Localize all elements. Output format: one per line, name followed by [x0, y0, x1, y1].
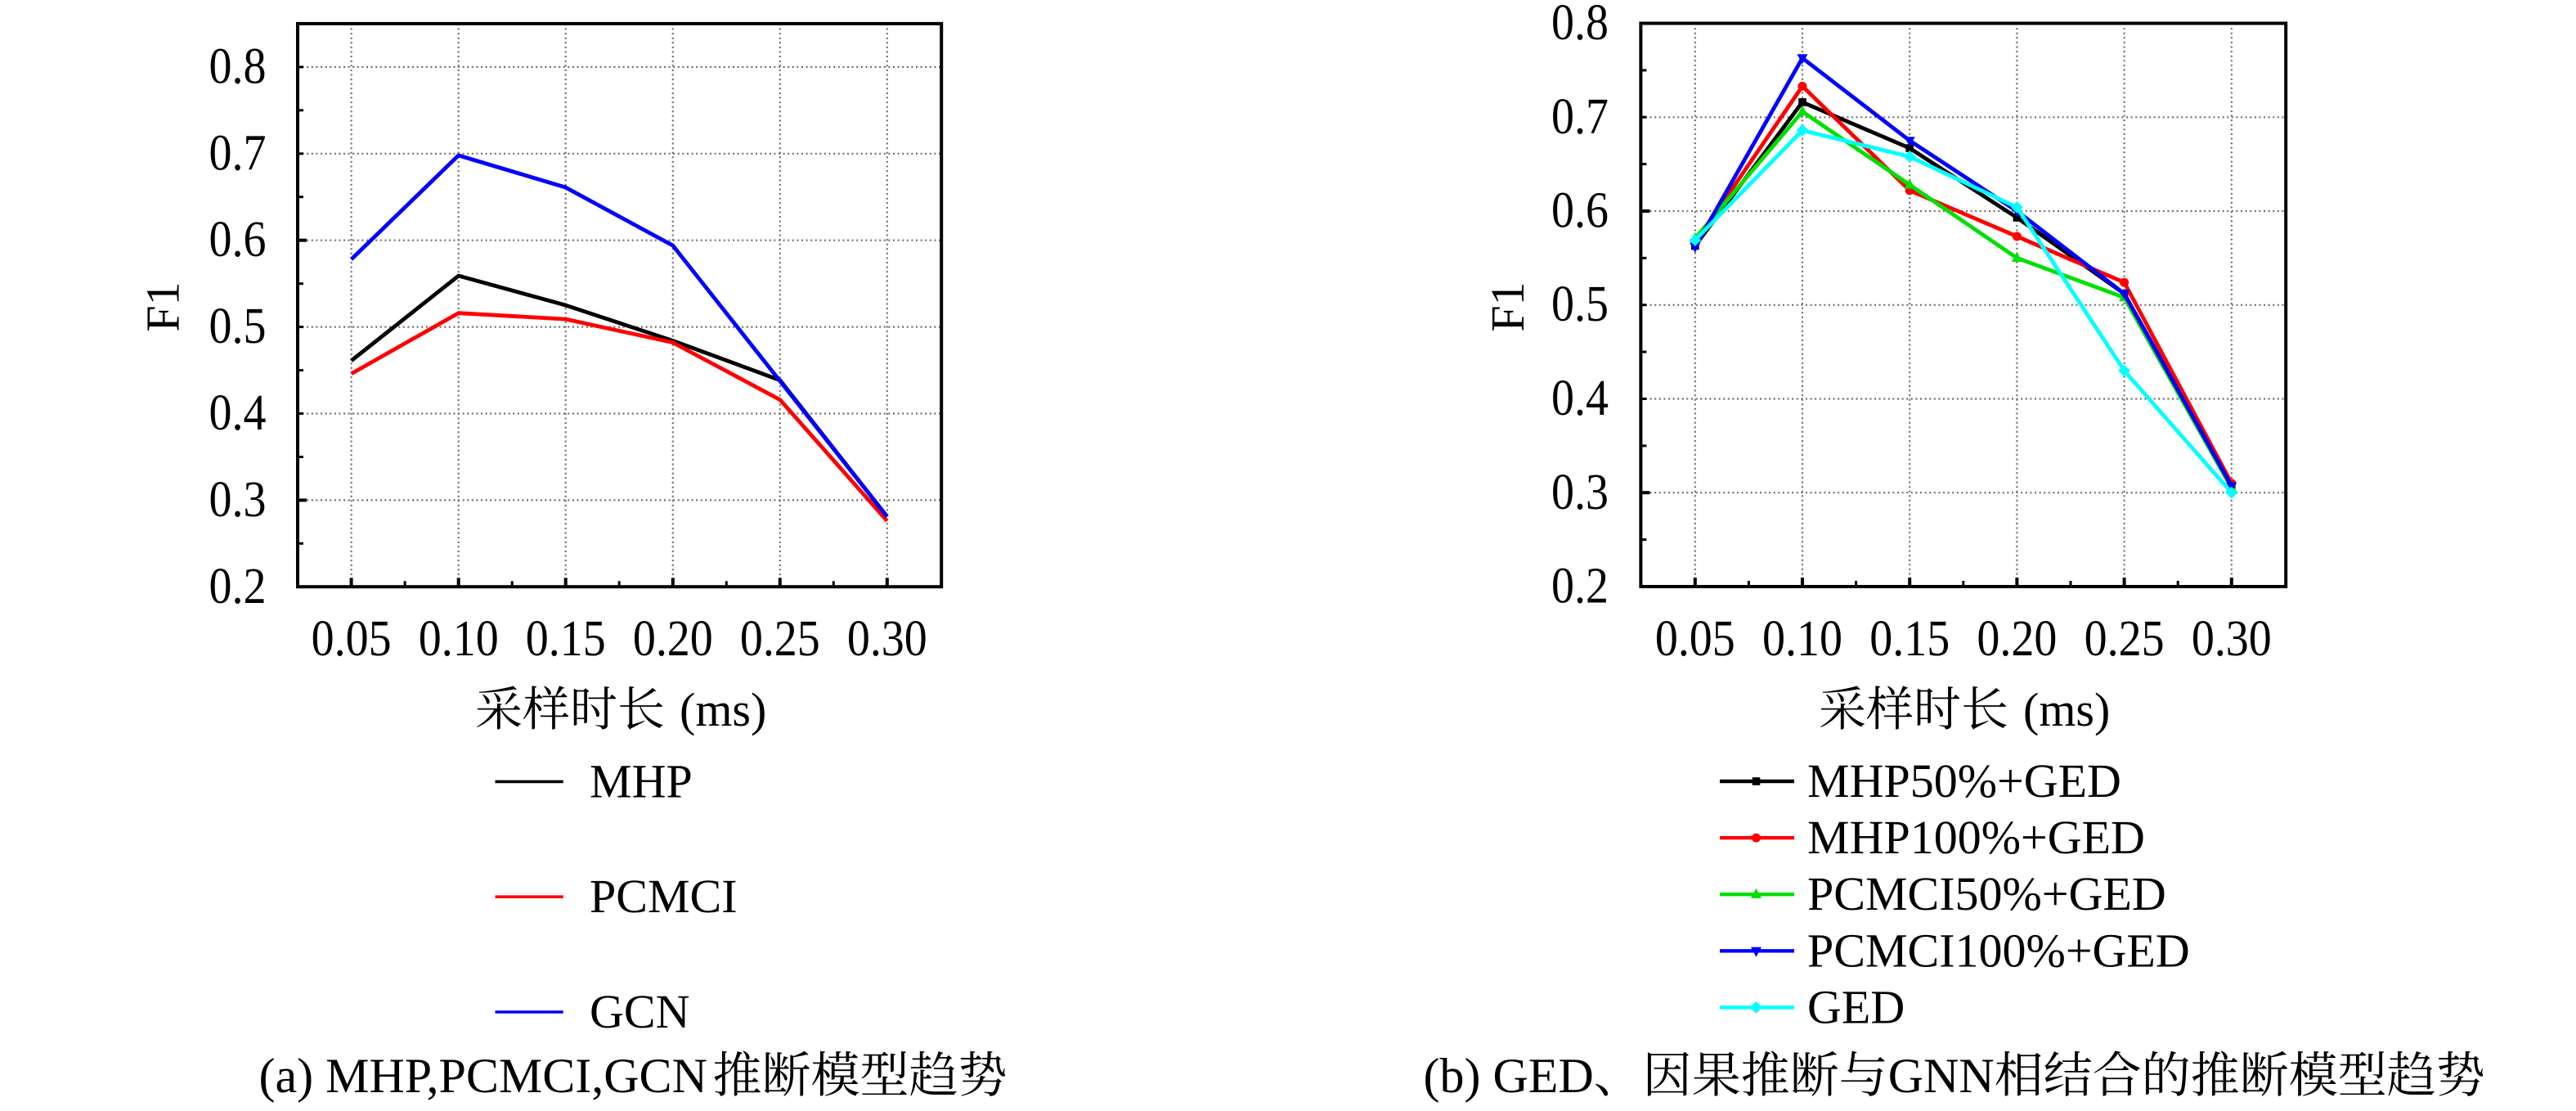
svg-text:F1: F1	[137, 281, 190, 331]
svg-text:0.25: 0.25	[740, 609, 820, 667]
svg-text:0.8: 0.8	[1551, 0, 1609, 51]
svg-text:0.4: 0.4	[1551, 369, 1609, 426]
svg-text:0.6: 0.6	[209, 210, 267, 268]
svg-text:0.05: 0.05	[312, 609, 392, 667]
svg-text:0.10: 0.10	[419, 609, 499, 667]
svg-text:0.25: 0.25	[2085, 609, 2165, 667]
svg-text:MHP100%+GED: MHP100%+GED	[1807, 811, 2145, 864]
svg-text:0.7: 0.7	[209, 124, 267, 181]
svg-text:PCMCI100%+GED: PCMCI100%+GED	[1807, 924, 2190, 977]
svg-text:0.30: 0.30	[2192, 609, 2272, 667]
svg-text:0.5: 0.5	[1551, 275, 1609, 332]
svg-text:(ms): (ms)	[2023, 683, 2110, 736]
svg-text:0.7: 0.7	[1551, 88, 1609, 145]
svg-text:0.2: 0.2	[209, 557, 267, 614]
svg-text:GCN: GCN	[590, 985, 689, 1038]
svg-text:GNN: GNN	[1888, 1049, 1995, 1103]
svg-text:PCMCI50%+GED: PCMCI50%+GED	[1807, 867, 2166, 920]
svg-text:0.4: 0.4	[209, 384, 267, 441]
svg-text:0.3: 0.3	[1551, 463, 1609, 520]
svg-text:0.3: 0.3	[209, 470, 267, 528]
svg-text:GED: GED	[1807, 980, 1905, 1033]
svg-text:0.5: 0.5	[209, 297, 267, 354]
svg-text:0.20: 0.20	[1977, 609, 2057, 667]
svg-text:F1: F1	[1481, 281, 1534, 331]
svg-text:0.15: 0.15	[526, 609, 606, 667]
svg-text:MHP50%+GED: MHP50%+GED	[1807, 754, 2121, 807]
svg-text:0.20: 0.20	[633, 609, 713, 667]
svg-text:0.2: 0.2	[1551, 557, 1609, 614]
svg-text:0.8: 0.8	[209, 37, 267, 94]
svg-text:(ms): (ms)	[680, 683, 766, 736]
svg-text:0.15: 0.15	[1869, 609, 1950, 667]
svg-text:(b) GED: (b) GED	[1424, 1049, 1594, 1103]
svg-text:0.10: 0.10	[1762, 609, 1842, 667]
svg-text:0.30: 0.30	[847, 609, 927, 667]
svg-text:(a) MHP,PCMCI,GCN: (a) MHP,PCMCI,GCN	[259, 1049, 707, 1103]
svg-text:0.6: 0.6	[1551, 182, 1609, 239]
svg-text:MHP: MHP	[590, 754, 693, 807]
svg-text:0.05: 0.05	[1655, 609, 1735, 667]
svg-text:PCMCI: PCMCI	[590, 870, 738, 923]
